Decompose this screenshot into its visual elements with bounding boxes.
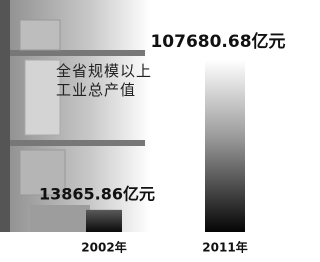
value-label: 107680.68亿元 <box>150 31 285 52</box>
x-tick-label: 2002年 <box>81 240 126 255</box>
bar <box>205 60 245 232</box>
chart-canvas: 13865.86亿元 2002年 107680.68亿元 2011年 <box>0 0 291 262</box>
bar <box>86 210 122 232</box>
value-label: 13865.86亿元 <box>39 185 155 204</box>
x-tick-label: 2011年 <box>202 240 247 255</box>
chart: 13865.86亿元 2002年 107680.68亿元 2011年 全省规模以上工业… <box>0 0 291 262</box>
chart-title: 全省规模以上工业总产值 <box>56 62 152 100</box>
